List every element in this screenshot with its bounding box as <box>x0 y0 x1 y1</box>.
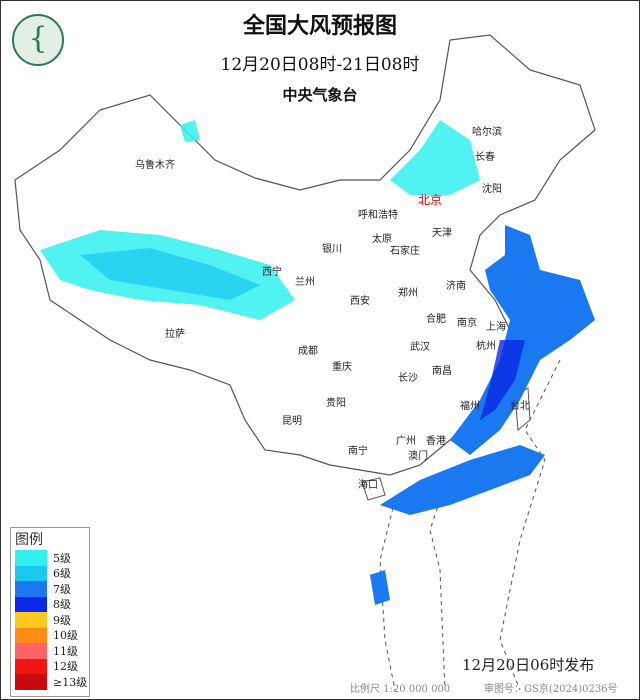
wind-area-6 <box>80 248 260 300</box>
city-label: 呼和浩特 <box>358 209 398 221</box>
city-label: 郑州 <box>398 286 418 299</box>
city-label: 福州 <box>460 399 480 412</box>
city-label: 石家庄 <box>390 244 420 257</box>
legend-swatch <box>15 565 47 581</box>
city-labels: 乌鲁木齐 哈尔滨 长春 沈阳 北京 呼和浩特 天津 银川 太原 石家庄 西宁 兰… <box>135 125 530 491</box>
legend-item: 7级 <box>11 581 89 597</box>
city-label: 台北 <box>510 399 530 412</box>
wind-area-8 <box>480 340 525 420</box>
city-label: 太原 <box>372 232 392 245</box>
legend-item: ≥13级 <box>11 674 89 690</box>
legend-item: 9级 <box>11 612 89 628</box>
legend-label: 8级 <box>53 598 71 612</box>
legend-label: 6级 <box>53 567 71 581</box>
legend-label: 12级 <box>53 660 78 674</box>
legend-swatch <box>15 658 47 674</box>
city-label: 银川 <box>322 242 342 255</box>
legend-label: 11级 <box>53 644 78 658</box>
city-label: 昆明 <box>282 415 302 427</box>
city-label: 北京 <box>418 193 442 207</box>
city-label: 香港 <box>426 435 446 447</box>
legend-swatch <box>15 674 47 690</box>
city-label: 沈阳 <box>482 182 502 195</box>
legend-swatch <box>15 550 47 566</box>
legend-swatch <box>15 643 47 659</box>
city-label: 天津 <box>432 227 452 239</box>
city-label: 长春 <box>475 151 495 163</box>
city-label: 成都 <box>298 345 318 357</box>
legend-swatch <box>15 627 47 643</box>
city-label: 重庆 <box>332 360 352 373</box>
legend: 图例 5级 6级 7级 8级 9级 10级 11级 12级 ≥13级 <box>10 527 90 697</box>
cma-logo: { <box>12 14 64 66</box>
legend-item: 10级 <box>11 627 89 643</box>
city-label: 济南 <box>446 279 466 292</box>
issue-time: 12月20日06时发布 <box>462 656 595 674</box>
city-label: 拉萨 <box>165 327 185 340</box>
legend-item: 11级 <box>11 643 89 659</box>
city-label: 兰州 <box>295 275 315 288</box>
legend-swatch <box>15 581 47 597</box>
city-label: 澳门 <box>408 449 428 462</box>
agency-name: 中央气象台 <box>282 86 358 104</box>
city-label: 南京 <box>457 316 477 329</box>
legend-label: 10级 <box>53 629 78 643</box>
legend-label: ≥13级 <box>53 675 88 689</box>
city-label: 乌鲁木齐 <box>135 158 175 171</box>
legend-swatch <box>15 612 47 628</box>
city-label: 长沙 <box>398 372 418 384</box>
legend-swatch <box>15 596 47 612</box>
city-label: 西安 <box>350 294 370 307</box>
city-label: 武汉 <box>410 340 430 353</box>
city-label: 南宁 <box>348 444 368 457</box>
map-scale: 比例尺 1:20 000 000 <box>350 684 451 695</box>
forecast-period: 12月20日08时-21日08时 <box>220 55 420 75</box>
city-label: 南昌 <box>432 364 452 377</box>
city-label: 西宁 <box>262 265 282 278</box>
review-number: 审图号：GS京(2024)0236号 <box>484 684 618 695</box>
city-label: 杭州 <box>476 339 496 352</box>
legend-title: 图例 <box>15 532 43 548</box>
city-label: 上海 <box>486 320 506 333</box>
map-title: 全国大风预报图 <box>242 14 397 39</box>
legend-item: 12级 <box>11 658 89 674</box>
legend-label: 5级 <box>53 551 71 565</box>
legend-item: 6级 <box>11 565 89 581</box>
city-label: 广州 <box>396 435 416 447</box>
city-label: 海口 <box>358 478 378 491</box>
legend-item: 5级 <box>11 550 89 566</box>
legend-item: 8级 <box>11 596 89 612</box>
sea-boundary-dashed <box>379 359 561 691</box>
legend-label: 7级 <box>53 582 71 596</box>
city-label: 哈尔滨 <box>472 125 502 138</box>
legend-label: 9级 <box>53 613 71 627</box>
city-label: 贵阳 <box>326 396 346 409</box>
city-label: 合肥 <box>426 312 446 325</box>
